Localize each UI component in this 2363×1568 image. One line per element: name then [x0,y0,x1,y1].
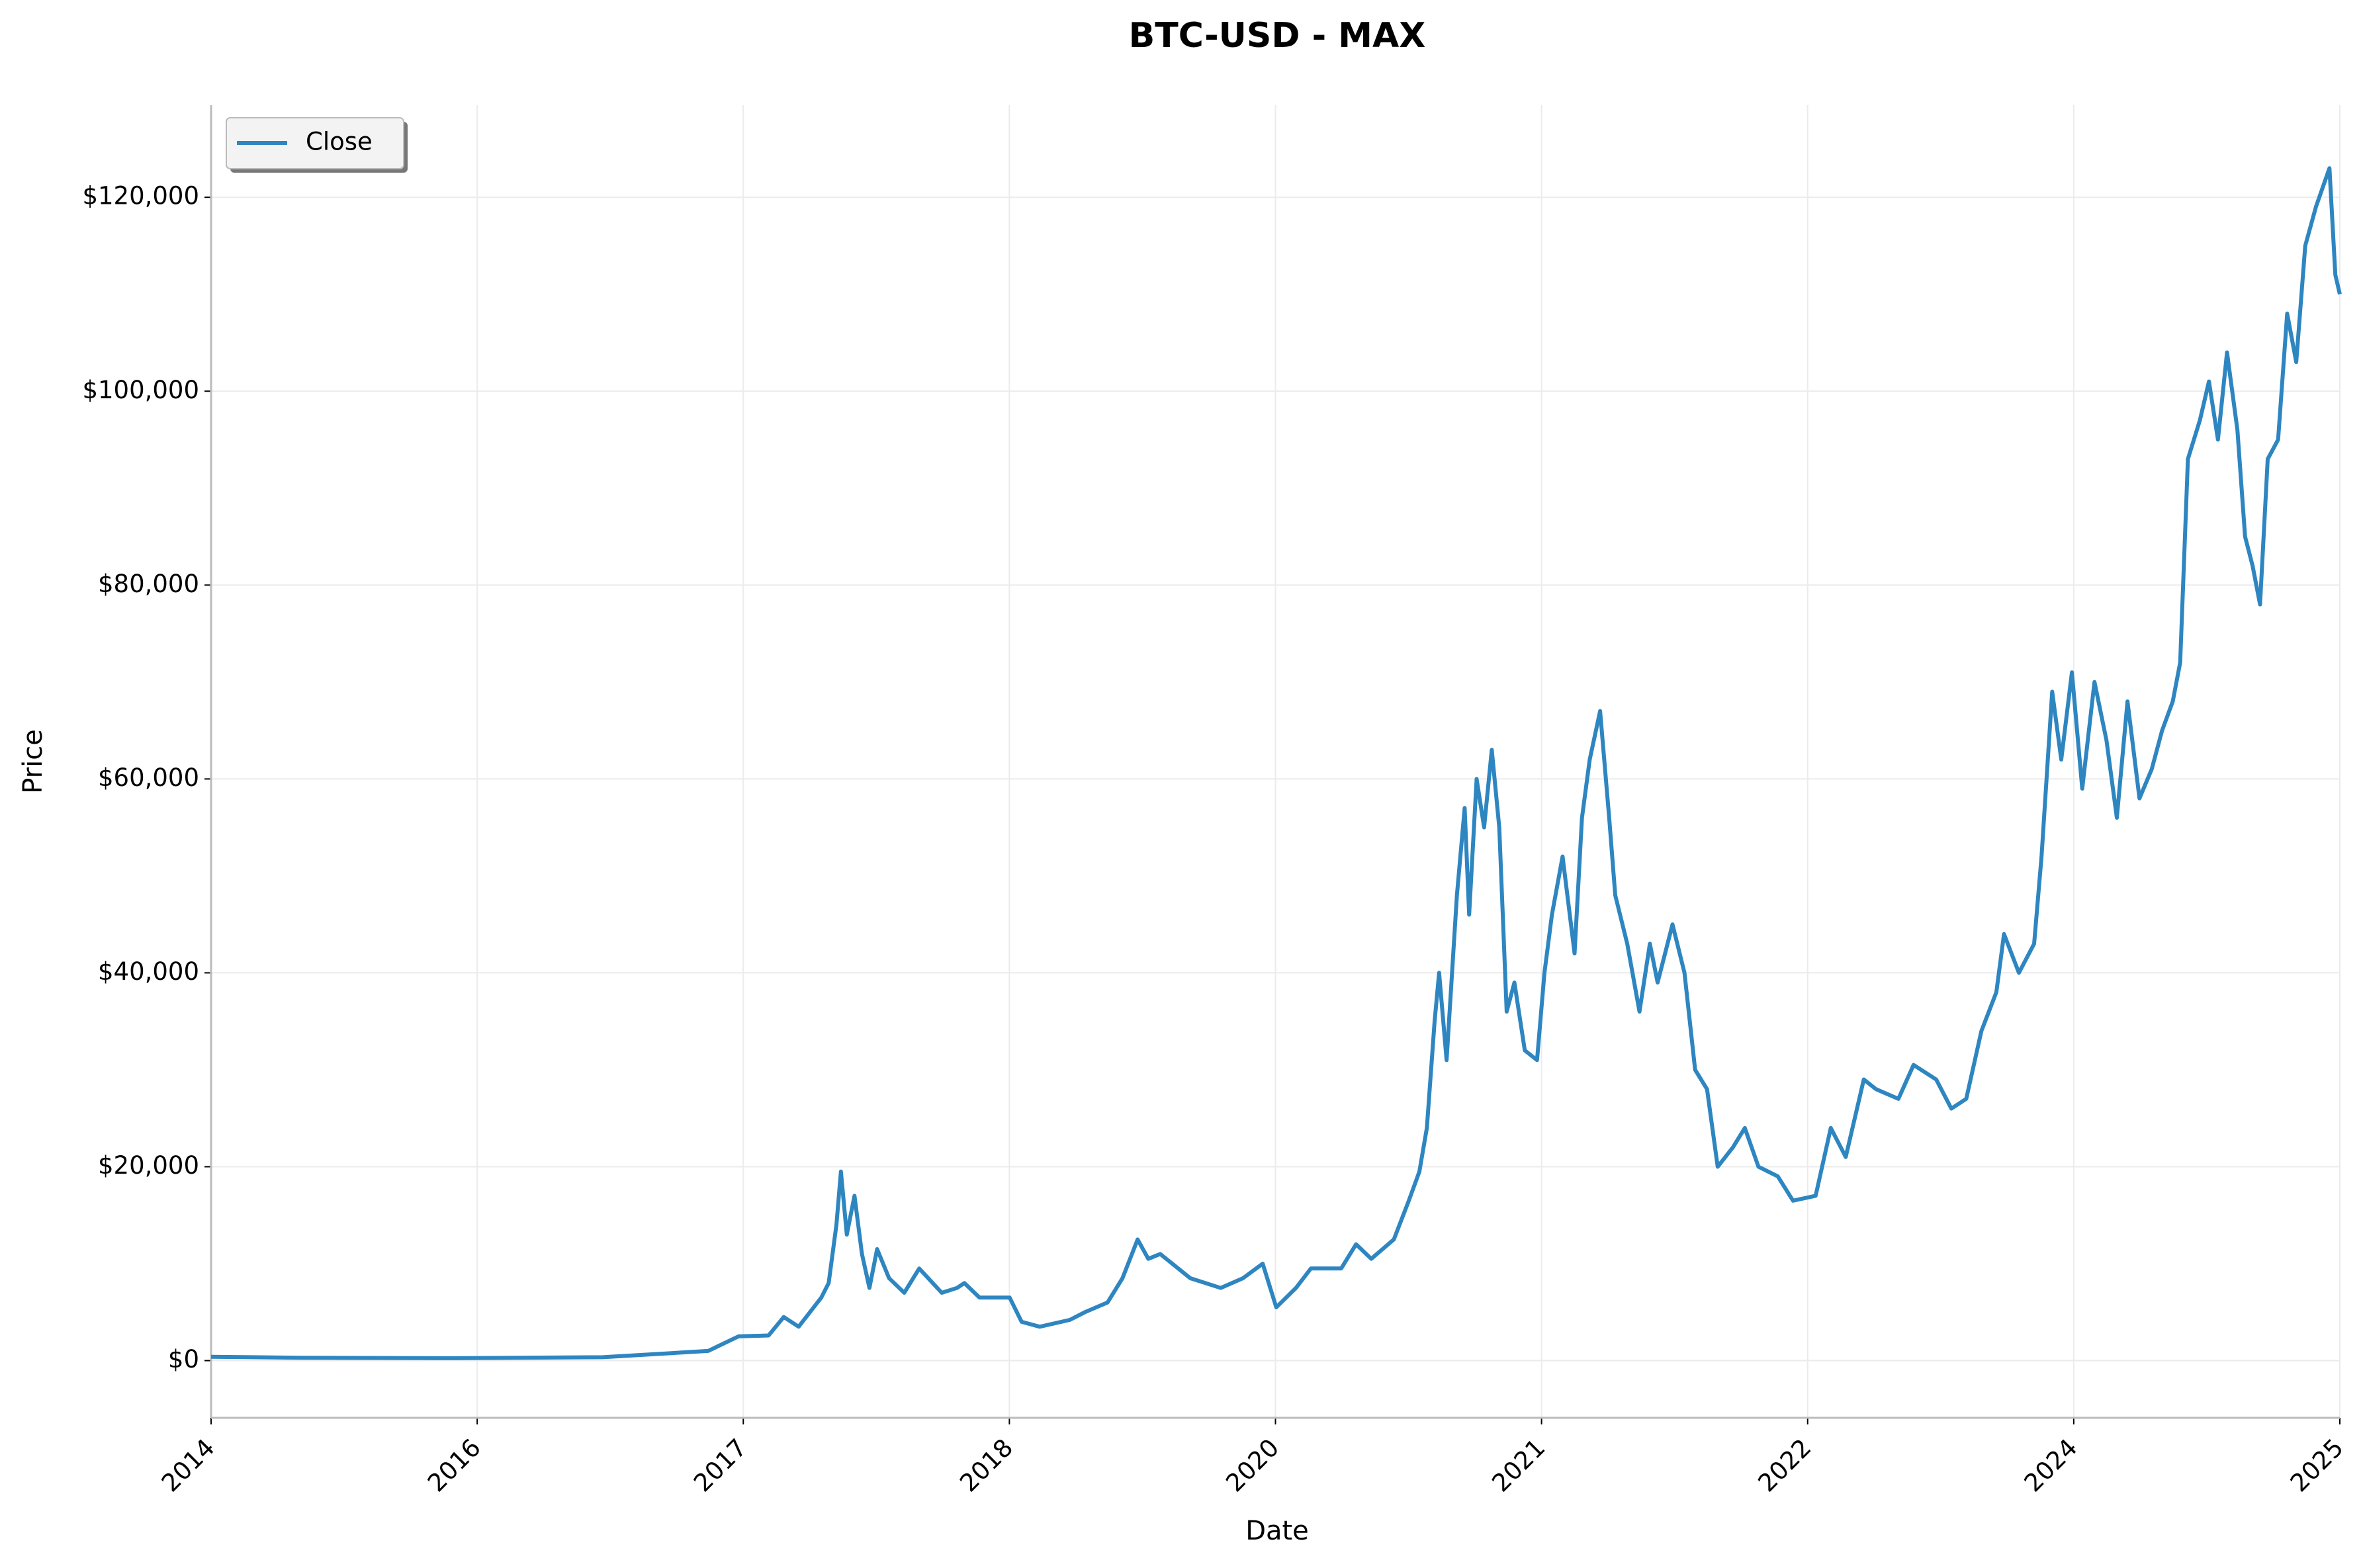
x-tick-label: 2014 [156,1433,220,1497]
y-tick-label: $60,000 [98,763,199,792]
chart-title: BTC-USD - MAX [1129,16,1426,56]
x-tick-label: 2020 [1220,1433,1284,1497]
y-axis-label: Price [18,729,48,794]
x-tick-label: 2017 [688,1433,752,1497]
legend-box [226,117,404,169]
y-tick-label: $120,000 [82,182,199,210]
y-tick-label: $100,000 [82,376,199,404]
y-tick-label: $20,000 [98,1151,199,1180]
x-axis-label: Date [1245,1516,1309,1546]
x-tick-label: 2018 [954,1433,1018,1497]
legend-label: Close [306,128,373,156]
y-tick-label: $80,000 [98,570,199,598]
x-tick-label: 2016 [422,1433,486,1497]
y-tick-label: $40,000 [98,957,199,986]
y-tick-label: $0 [168,1345,199,1373]
x-tick-label: 2024 [2019,1433,2083,1497]
price-line [210,166,2342,1360]
x-tick-label: 2025 [2285,1433,2349,1497]
x-tick-label: 2022 [1753,1433,1817,1497]
x-tick-label: 2021 [1486,1433,1550,1497]
